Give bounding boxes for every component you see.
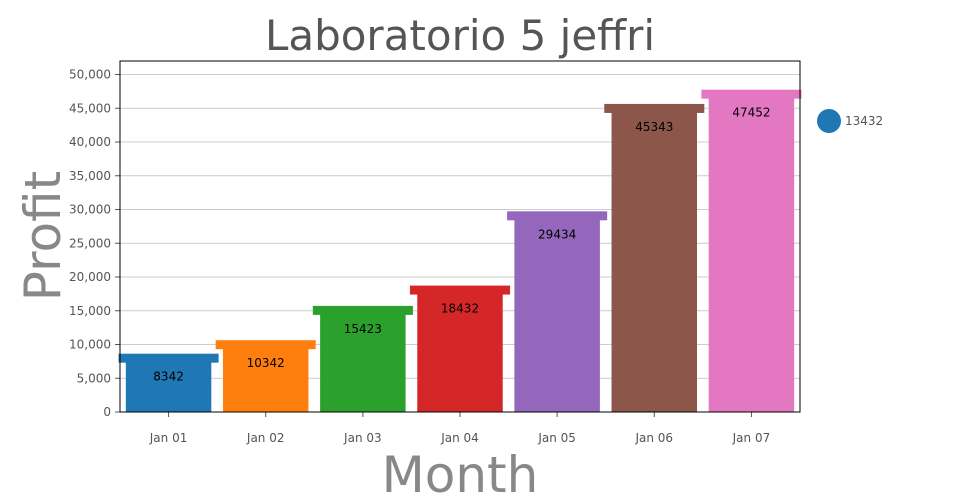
x-tick-label: Jan 07 <box>732 431 771 445</box>
x-tick-label: Jan 04 <box>440 431 479 445</box>
bar-cap <box>312 305 413 315</box>
plot-area-frame <box>119 60 801 413</box>
bar-value-label: 45343 <box>635 120 673 134</box>
bar-value-label: 29434 <box>538 227 576 241</box>
x-axis-title: Month <box>382 446 539 500</box>
legend-swatch <box>817 109 841 133</box>
bar-cap <box>604 103 705 113</box>
y-axis-ticks: 0 5,000 10,000 15,000 20,000 25,000 30,000 35,0… <box>69 68 120 419</box>
y-tick-label: 0 <box>103 405 111 419</box>
y-tick-label: 20,000 <box>69 270 111 284</box>
bar <box>611 105 698 412</box>
bar <box>125 355 212 412</box>
bar <box>514 213 600 412</box>
x-tick-label: Jan 02 <box>246 431 285 445</box>
y-tick-label: 10,000 <box>69 338 111 352</box>
x-tick-label: Jan 01 <box>149 431 188 445</box>
x-tick-label: Jan 03 <box>343 431 382 445</box>
bar-value-label: 47452 <box>732 106 770 120</box>
bar-value-label: 18432 <box>441 302 479 316</box>
bar-value-label: 10342 <box>247 356 285 370</box>
y-tick-label: 45,000 <box>69 101 111 115</box>
bar <box>222 342 309 412</box>
bar <box>320 307 406 412</box>
bar-value-label: 15423 <box>344 322 382 336</box>
bars: 8342 10342 15423 18432 29434 45343 47452 <box>118 89 802 412</box>
y-tick-label: 5,000 <box>77 371 111 385</box>
x-tick-label: Jan 06 <box>634 431 673 445</box>
x-tick-label: Jan 05 <box>537 431 576 445</box>
bar-cap <box>701 89 802 99</box>
bar-cap <box>507 211 608 221</box>
y-axis-title: Profit <box>14 171 72 301</box>
bar-cap <box>215 340 316 350</box>
y-tick-label: 30,000 <box>69 203 111 217</box>
bar-value-label: 8342 <box>153 370 184 384</box>
y-tick-label: 50,000 <box>69 68 111 82</box>
x-axis-ticks: Jan 01 Jan 02 Jan 03 Jan 04 Jan 05 Jan 06 Jan … <box>149 412 770 445</box>
y-tick-label: 25,000 <box>69 236 111 250</box>
y-tick-label: 40,000 <box>69 135 111 149</box>
bar-cap <box>409 285 511 295</box>
bar-cap <box>118 353 219 363</box>
bar <box>708 91 795 412</box>
legend-label: 13432 <box>845 114 883 128</box>
y-tick-label: 35,000 <box>69 169 111 183</box>
chart-title: Laboratorio 5 jeffri <box>265 11 655 60</box>
legend: 13432 <box>817 109 883 133</box>
y-tick-label: 15,000 <box>69 304 111 318</box>
bar <box>417 287 503 412</box>
